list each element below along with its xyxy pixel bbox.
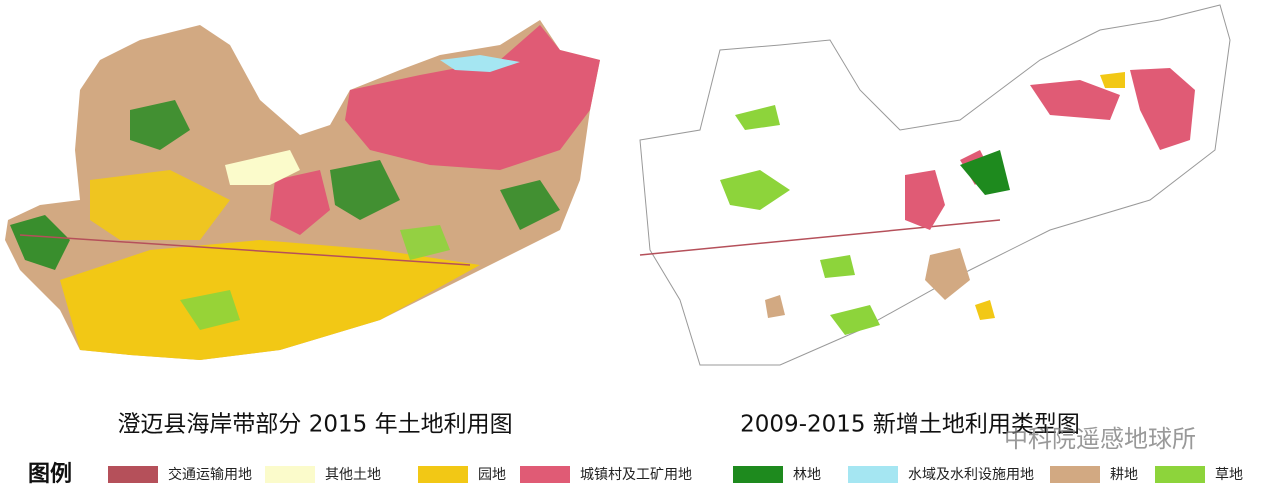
legend-swatch	[418, 466, 468, 483]
legend-swatch	[1155, 466, 1205, 483]
legend-swatch	[733, 466, 783, 483]
legend-label: 其他土地	[325, 467, 381, 483]
legend-title: 图例	[28, 462, 72, 487]
legend-swatch	[848, 466, 898, 483]
legend-label: 园地	[478, 467, 506, 483]
legend-swatch	[108, 466, 158, 483]
legend-label: 林地	[793, 467, 821, 483]
watermark: 中科院遥感地球所	[1004, 425, 1196, 453]
legend-label: 耕地	[1110, 466, 1138, 483]
legend-label: 草地	[1215, 467, 1243, 483]
map-caption: 澄迈县海岸带部分 2015 年土地利用图	[117, 412, 512, 438]
legend-label: 水域及水利设施用地	[908, 467, 1034, 483]
legend-swatch	[520, 466, 570, 483]
legend-label: 城镇村及工矿用地	[580, 467, 692, 483]
legend-swatch	[265, 466, 315, 483]
legend-swatch	[1050, 466, 1100, 483]
land-use-map-2015	[5, 20, 600, 360]
legend: 交通运输用地 其他土地 园地 城镇村及工矿用地 林地 水域及水利设施用地 耕地 草地	[108, 466, 1243, 483]
legend-label: 交通运输用地	[168, 466, 252, 483]
new-land-use-map	[639, 4, 1231, 366]
map-caption: 2009-2015 新增土地利用类型图	[740, 412, 1080, 438]
